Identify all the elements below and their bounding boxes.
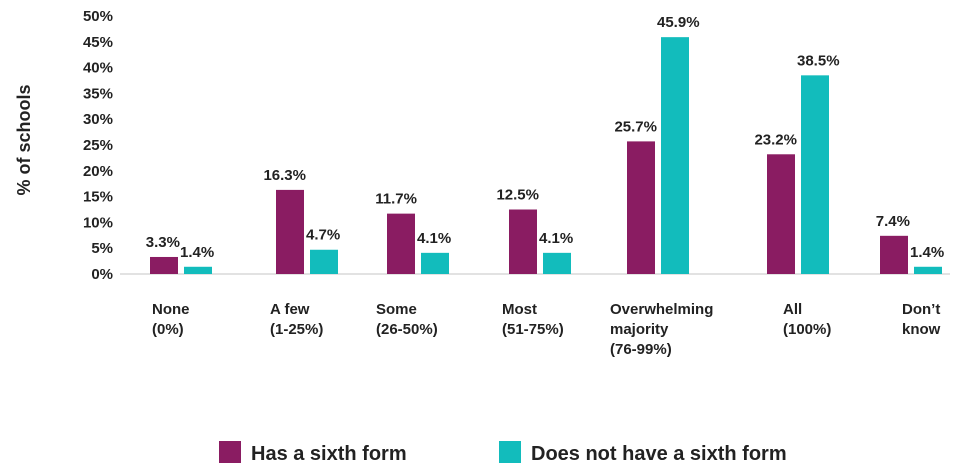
data-label: 16.3% [263, 167, 306, 184]
y-tick-label: 20% [83, 163, 113, 180]
bar [801, 75, 829, 274]
y-axis-label: % of schools [14, 84, 34, 195]
bar [767, 154, 795, 274]
data-label: 4.1% [539, 230, 573, 247]
legend-swatch [499, 441, 521, 463]
x-category-label: All (100%) [783, 301, 831, 338]
bar [627, 141, 655, 274]
y-tick-label: 25% [83, 137, 113, 154]
x-category-label: Some (26-50%) [376, 301, 438, 338]
x-category-label: A few (1-25%) [270, 301, 323, 338]
y-tick-label: 50% [83, 8, 113, 25]
bar [661, 37, 689, 274]
y-tick-label: 30% [83, 111, 113, 128]
data-label: 1.4% [180, 244, 214, 261]
data-label: 4.7% [306, 227, 340, 244]
bar [387, 213, 415, 274]
data-label: 23.2% [754, 131, 797, 148]
data-label: 25.7% [614, 118, 657, 135]
y-tick-label: 45% [83, 34, 113, 51]
bar [310, 249, 338, 274]
x-category-label: Don’t know [902, 301, 941, 338]
bars: 3.3%16.3%11.7% 12.5%25.7%23.2%7.4%1.4%4.7… [146, 14, 944, 274]
bar [543, 252, 571, 274]
bar [150, 256, 178, 274]
data-label: 7.4% [876, 213, 910, 230]
data-label: 3.3% [146, 234, 180, 251]
category-labels: None (0%) A few (1-25%) Some (26-50%) Most (51-… [152, 301, 941, 358]
y-tick-label: 10% [83, 214, 113, 231]
legend-label: Has a sixth form [251, 443, 407, 465]
bar [421, 252, 449, 274]
y-tick-label: 0% [91, 266, 113, 283]
y-axis: 0% 5% 10% 15% 20% 25% 30% 35% 40% 45% 50% [83, 8, 113, 283]
bar [184, 266, 212, 274]
data-label: 11.7% [375, 191, 417, 208]
x-category-label: Most (51-75%) [502, 301, 564, 338]
bar [509, 209, 537, 274]
x-category-label: Overwhelming majority (76-99%) [610, 301, 713, 358]
data-label: 4.1% [417, 230, 451, 247]
data-label: 38.5% [797, 52, 840, 69]
legend-swatch [219, 441, 241, 463]
legend-label: Does not have a sixth form [531, 443, 787, 465]
y-tick-label: 15% [83, 189, 113, 206]
y-tick-label: 5% [91, 240, 113, 257]
bar [880, 235, 908, 274]
x-category-label: None (0%) [152, 301, 190, 338]
y-tick-label: 35% [83, 85, 113, 102]
data-label: 45.9% [657, 14, 700, 31]
data-label: 12.5% [496, 187, 539, 204]
legend: Has a sixth form Does not have a sixth fo… [219, 441, 787, 465]
data-label: 1.4% [910, 244, 944, 261]
y-tick-label: 40% [83, 60, 113, 77]
bar [276, 189, 304, 274]
bar [914, 266, 942, 274]
